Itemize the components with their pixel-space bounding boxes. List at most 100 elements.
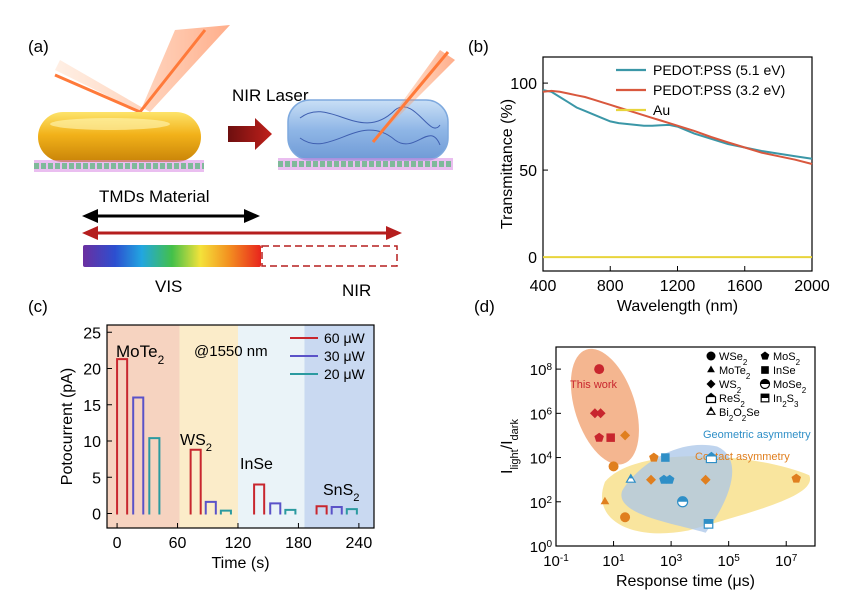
panel-b-transmittance-chart: (b) 400 800 1200 1600 2000 0 50 100 Wavelength (…: [468, 37, 830, 315]
d-data-point: [600, 496, 610, 505]
laser-beam-right: [371, 51, 450, 143]
panel-a-label: (a): [28, 37, 49, 56]
d-data-point: [589, 408, 600, 419]
d-legend-label: In2S3: [773, 393, 799, 409]
b-x-tick-label: 1200: [660, 278, 696, 295]
c-material-label: WS2: [180, 432, 212, 454]
d-legend-marker: [706, 351, 716, 361]
b-x-tick-label: 1600: [727, 278, 763, 295]
c-pulse: [269, 502, 282, 515]
c-x-tick-label: 180: [285, 535, 312, 552]
b-x-tick-label: 800: [597, 278, 624, 295]
d-data-point: [620, 512, 631, 523]
d-region-label: Contact asymmetry: [695, 451, 790, 463]
d-data-point: [625, 473, 637, 483]
d-legend-marker: [706, 406, 716, 415]
d-x-tick-label: 105: [718, 553, 741, 571]
laser-beam-in: [54, 73, 141, 114]
d-y-tick-label: 104: [530, 450, 553, 468]
tmd-lattice-right: [278, 158, 453, 170]
d-legend-label: MoS2: [773, 351, 801, 367]
c-material-band: [179, 325, 238, 528]
d-data-point-fill: [706, 452, 717, 457]
d-legend-label: WS2: [719, 379, 742, 395]
d-legend-marker: [760, 351, 770, 360]
c-y-tick-label: 5: [92, 470, 101, 487]
b-legend-label: PEDOT:PSS (3.2 eV): [653, 82, 785, 98]
c-legend-label: 60 μW: [324, 330, 366, 346]
d-y-axis-label: Ilight/Idark: [499, 419, 521, 474]
d-legend-marker: [707, 365, 715, 373]
d-data-point: [791, 473, 801, 483]
d-legend-marker-fill: [706, 393, 716, 398]
c-material-label: MoTe2: [116, 342, 165, 367]
c-legend-label: 20 μW: [324, 366, 366, 382]
b-x-tick-label: 2000: [794, 278, 830, 295]
d-x-tick-label: 10-1: [543, 553, 569, 571]
d-data-point-fill: [704, 519, 713, 524]
d-plot-frame: [555, 346, 816, 547]
c-y-axis-label: Potocurrent (pA): [59, 368, 76, 485]
c-pulse: [315, 505, 328, 515]
panel-d-label: (d): [474, 297, 495, 316]
b-y-axis-label: Transmittance (%): [499, 99, 516, 229]
b-x-tick-label: 400: [530, 278, 557, 295]
c-y-tick-label: 20: [83, 362, 101, 379]
b-x-axis-label: Wavelength (nm): [617, 298, 738, 315]
tmd-lattice-left: [34, 160, 204, 172]
d-y-tick-label: 106: [530, 406, 553, 424]
nir-dashed-bar: [261, 245, 398, 267]
d-legend-label: WSe2: [719, 351, 748, 367]
d-x-axis-label: Response time (μs): [616, 573, 755, 590]
panel-a-schematic: (a) NIR Laser TMDs Material: [28, 25, 455, 300]
d-legend-marker: [706, 379, 716, 389]
d-x-tick-label: 107: [775, 553, 798, 571]
panel-c-photocurrent-chart: (c) MoTe2 WS2 InSe SnS2 0 60 120 180 240 0 5 10 15 20…: [28, 297, 375, 572]
c-pulse: [148, 437, 161, 515]
d-region-label: Geometric asymmetry: [703, 429, 811, 441]
d-legend-marker-fill: [761, 394, 769, 398]
d-data-point-fill: [628, 474, 633, 479]
c-pulse: [132, 396, 145, 515]
d-region-label: This work: [570, 379, 618, 391]
laser-cone-left: [55, 25, 230, 112]
d-region-thiswork: [570, 348, 639, 465]
laser-beam-out: [138, 29, 207, 113]
d-legend-label: MoTe2: [719, 365, 751, 381]
d-legend-label: Bi2O2Se: [719, 407, 760, 423]
c-x-axis-label: Time (s): [211, 555, 269, 572]
c-y-tick-label: 15: [83, 398, 101, 415]
c-x-tick-label: 240: [346, 535, 373, 552]
c-pulse: [116, 358, 129, 515]
transition-arrow: [228, 118, 272, 150]
d-data-point-fill: [677, 496, 688, 502]
c-material-band: [237, 325, 305, 528]
panel-c-label: (c): [28, 297, 48, 316]
c-pulse: [330, 505, 343, 515]
c-wavelength-annotation: @1550 nm: [194, 343, 268, 360]
d-data-point: [664, 474, 675, 484]
d-data-point: [606, 433, 615, 442]
d-x-tick-label: 103: [660, 553, 683, 571]
d-data-point: [700, 474, 711, 485]
d-data-point: [594, 364, 605, 375]
b-y-tick-label: 100: [510, 76, 537, 93]
tmd-material-label: TMDs Material: [99, 187, 210, 206]
d-y-tick-label: 102: [530, 494, 553, 512]
c-y-tick-label: 10: [83, 434, 101, 451]
c-pulse: [284, 508, 297, 515]
d-legend-marker-fill: [760, 379, 770, 384]
spectrum-bar: [83, 245, 261, 267]
b-legend-label: PEDOT:PSS (5.1 eV): [653, 62, 785, 78]
b-legend-label: Au: [653, 102, 670, 118]
d-data-point: [649, 452, 659, 462]
panel-b-label: (b): [468, 37, 489, 56]
d-data-point: [661, 453, 670, 462]
c-x-tick-label: 120: [225, 535, 252, 552]
d-legend-label: MoSe2: [773, 379, 807, 395]
d-data-point: [595, 408, 606, 419]
d-x-tick-label: 101: [602, 553, 625, 571]
d-data-point: [620, 430, 631, 441]
c-pulse: [253, 483, 266, 515]
